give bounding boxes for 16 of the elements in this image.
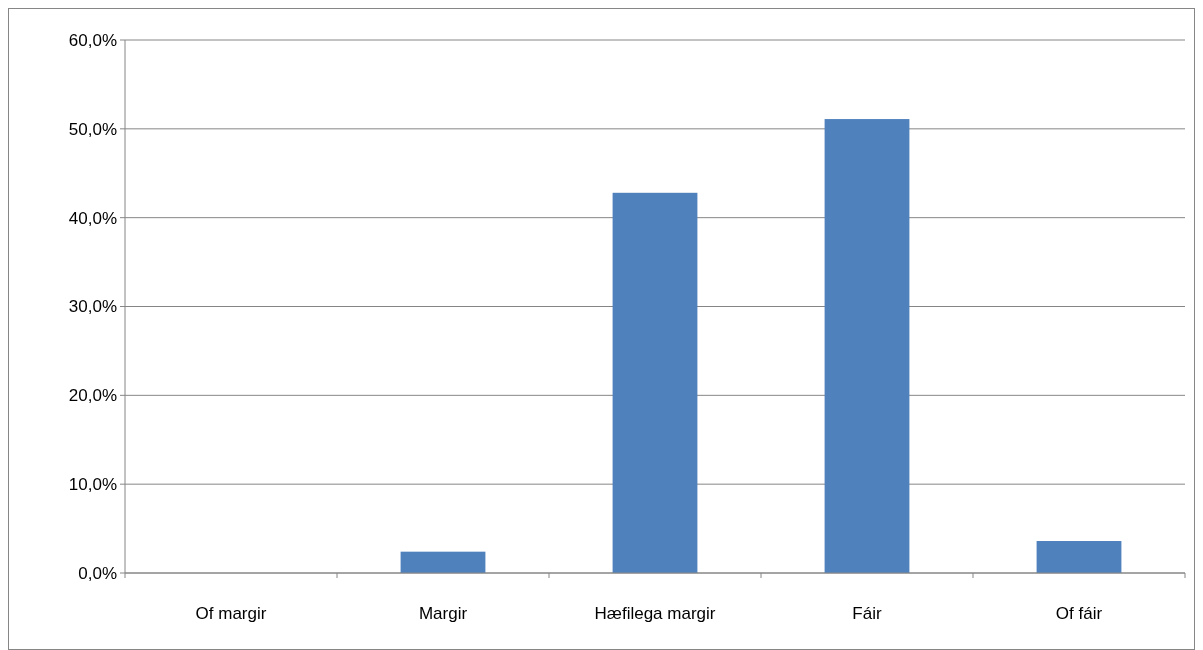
y-tick-label: 30,0% xyxy=(68,297,117,317)
bar xyxy=(824,119,910,573)
y-tick-label: 50,0% xyxy=(68,119,117,139)
y-tick-label: 20,0% xyxy=(68,386,117,406)
bar xyxy=(612,192,698,573)
bar xyxy=(1036,541,1122,573)
y-tick-label: 60,0% xyxy=(68,30,117,50)
x-tick-label: Of fáir xyxy=(1055,604,1103,623)
y-tick-label: 0,0% xyxy=(78,563,117,583)
x-tick-label: Hæfilega margir xyxy=(594,604,716,623)
y-tick-label: 10,0% xyxy=(68,475,117,495)
y-tick-label: 40,0% xyxy=(68,208,117,228)
bar xyxy=(400,551,486,573)
x-tick-label: Fáir xyxy=(852,604,882,623)
x-tick-label: Margir xyxy=(418,604,468,623)
x-tick-label: Of margir xyxy=(195,604,267,623)
